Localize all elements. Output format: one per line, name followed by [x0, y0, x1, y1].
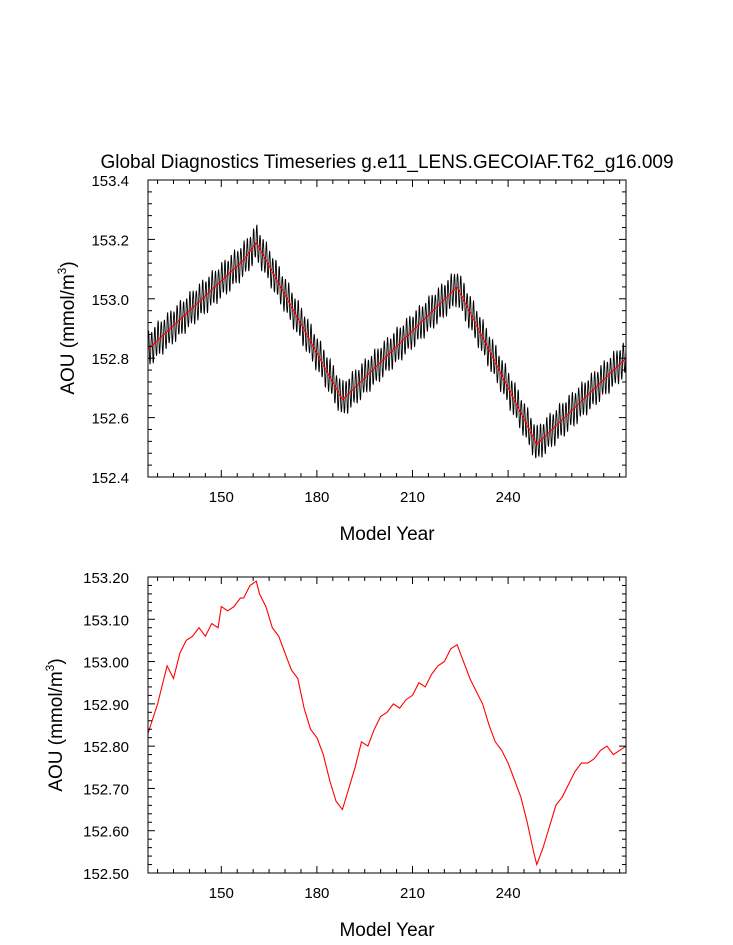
x-tick-label: 180 [304, 885, 329, 902]
y-tick-label: 152.60 [83, 824, 129, 841]
plot-area-bottom [147, 580, 627, 867]
chart-top: Global Diagnostics Timeseries g.e11_LENS… [55, 152, 674, 545]
x-tick-label: 240 [496, 489, 521, 506]
y-tick-label: 152.90 [83, 697, 129, 714]
y-tick-label: 152.8 [91, 351, 129, 368]
plot-frame-top [147, 179, 627, 478]
x-tick-label: 210 [400, 885, 425, 902]
y-axis-label-close: ) [58, 261, 79, 267]
y-axis-label-top: AOU (mmol/m3) [55, 261, 79, 394]
y-tick-label: 152.6 [91, 411, 129, 428]
x-tick-label: 150 [209, 489, 234, 506]
y-tick-label: 152.80 [83, 739, 129, 756]
y-tick-label: 153.20 [83, 570, 129, 587]
series-annual-line [147, 241, 627, 446]
y-tick-label: 153.0 [91, 292, 129, 309]
y-tick-label: 152.50 [83, 866, 129, 883]
x-axis-label-bottom: Model Year [339, 920, 435, 941]
x-axis-label-top: Model Year [339, 524, 435, 545]
chart-bottom: 150 180 210 240 152.50 152.60 152.70 152.80 152.… [43, 570, 627, 941]
series-monthly-line [147, 224, 627, 459]
y-axis-label-text: AOU (mmol/m [46, 671, 67, 791]
x-tick-label: 180 [304, 489, 329, 506]
y-axis-label-sup: 3 [43, 664, 57, 671]
y-axis-label-bottom: AOU (mmol/m3) [43, 658, 67, 791]
x-tick-label: 240 [496, 885, 521, 902]
y-tick-label: 153.00 [83, 655, 129, 672]
series-annual-line [147, 580, 627, 867]
x-tick-label: 150 [209, 885, 234, 902]
y-axis-label-close: ) [46, 658, 67, 664]
axes-bottom: 150 180 210 240 152.50 152.60 152.70 152.80 152.… [83, 570, 626, 902]
y-tick-label: 152.70 [83, 781, 129, 798]
plot-area-top [147, 224, 627, 459]
x-tick-label: 210 [400, 489, 425, 506]
y-tick-label: 153.4 [91, 173, 129, 190]
axes-top: 150 180 210 240 152.4 152.6 152.8 153.0 153.2 153… [91, 173, 626, 506]
y-axis-label-text: AOU (mmol/m [58, 274, 79, 394]
chart-title: Global Diagnostics Timeseries g.e11_LENS… [100, 152, 673, 173]
y-tick-label: 153.10 [83, 612, 129, 629]
y-tick-label: 152.4 [91, 470, 129, 487]
plot-frame-bottom [147, 576, 627, 874]
y-axis-label-sup: 3 [55, 267, 69, 274]
y-tick-label: 153.2 [91, 232, 129, 249]
